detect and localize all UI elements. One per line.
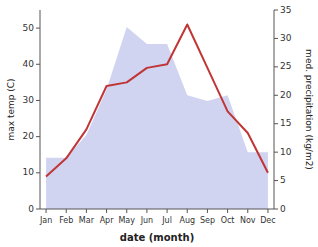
x-tick bbox=[187, 209, 188, 213]
y-tick-label: 50 bbox=[23, 23, 35, 33]
x-tick bbox=[66, 209, 67, 213]
y2-tick-label: 20 bbox=[280, 90, 292, 100]
y-axis-title: max temp (C) bbox=[6, 78, 16, 140]
x-tick-label: Aug bbox=[179, 216, 195, 225]
y2-tick bbox=[274, 209, 278, 210]
x-tick-label: May bbox=[118, 216, 135, 225]
y-tick bbox=[36, 28, 40, 29]
x-tick-label: Dec bbox=[260, 216, 275, 225]
y-tick bbox=[36, 172, 40, 173]
y-tick bbox=[36, 136, 40, 137]
x-tick bbox=[207, 209, 208, 213]
y-tick bbox=[36, 100, 40, 101]
x-tick-label: Feb bbox=[59, 216, 73, 225]
y2-tick bbox=[274, 66, 278, 67]
x-tick-label: Apr bbox=[100, 216, 115, 225]
y2-tick-label: 30 bbox=[280, 33, 292, 43]
y2-tick bbox=[274, 180, 278, 181]
y2-axis-title: med. precipitation (kg/m2) bbox=[304, 49, 314, 170]
y2-tick bbox=[274, 38, 278, 39]
temperature-line bbox=[46, 24, 268, 176]
x-tick-label: Oct bbox=[221, 216, 235, 225]
chart: 0 10 20 30 40 50 0 5 10 15 20 25 30 35 Jan Feb Mar AprMay… bbox=[0, 0, 318, 247]
x-axis-title: date (month) bbox=[120, 232, 194, 243]
x-tick bbox=[267, 209, 268, 213]
y2-tick-label: 25 bbox=[280, 61, 291, 71]
chart-container: 0 10 20 30 40 50 0 5 10 15 20 25 30 35 Jan Feb Mar AprMay… bbox=[0, 0, 318, 247]
y-tick bbox=[36, 64, 40, 65]
x-tick bbox=[146, 209, 147, 213]
x-tick bbox=[106, 209, 107, 213]
y-tick bbox=[36, 209, 40, 210]
y2-tick bbox=[274, 152, 278, 153]
y-tick-label: 0 bbox=[28, 204, 34, 214]
y2-tick-label: 0 bbox=[280, 204, 286, 214]
x-tick bbox=[86, 209, 87, 213]
x-tick-label: Nov bbox=[240, 216, 256, 225]
y2-tick-label: 10 bbox=[280, 147, 292, 157]
y-tick-label: 40 bbox=[23, 59, 35, 69]
x-tick-label: Jan bbox=[39, 216, 52, 225]
y2-tick-label: 5 bbox=[280, 175, 286, 185]
x-axis-line bbox=[40, 209, 274, 210]
x-tick-label: Jul bbox=[161, 216, 172, 225]
x-tick-label: Sep bbox=[200, 216, 215, 225]
y2-tick bbox=[274, 123, 278, 124]
y2-tick-label: 35 bbox=[280, 5, 291, 15]
y2-tick bbox=[274, 10, 278, 11]
x-tick bbox=[167, 209, 168, 213]
plot-data bbox=[46, 24, 268, 209]
x-tick bbox=[247, 209, 248, 213]
x-tick bbox=[46, 209, 47, 213]
y2-axis-line bbox=[274, 10, 275, 209]
y2-tick bbox=[274, 95, 278, 96]
y-tick-label: 20 bbox=[23, 131, 35, 141]
x-tick-label: Mar bbox=[79, 216, 95, 225]
x-tick-label: Jun bbox=[140, 216, 154, 225]
x-tick bbox=[126, 209, 127, 213]
y2-tick-label: 15 bbox=[280, 118, 291, 128]
y-tick-label: 10 bbox=[23, 167, 35, 177]
x-tick bbox=[227, 209, 228, 213]
y-tick-label: 30 bbox=[23, 95, 35, 105]
y-axis-line bbox=[40, 10, 41, 209]
